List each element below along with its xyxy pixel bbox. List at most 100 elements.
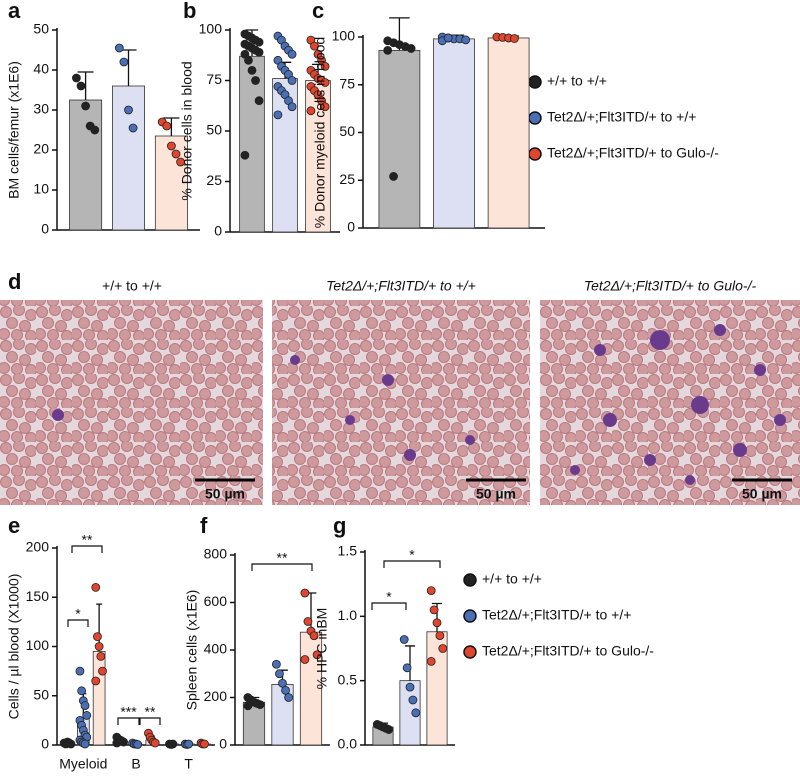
significance-bracket bbox=[383, 560, 441, 568]
data-point bbox=[461, 35, 471, 45]
data-point bbox=[184, 739, 194, 749]
y-tick-label: 75 bbox=[339, 75, 355, 91]
data-point bbox=[384, 725, 394, 734]
data-point bbox=[429, 605, 439, 615]
y-tick-label: 0 bbox=[41, 736, 49, 752]
significance-bracket bbox=[371, 602, 407, 610]
data-point bbox=[320, 102, 330, 112]
panel-letter: f bbox=[200, 513, 208, 538]
legend-marker bbox=[528, 147, 542, 161]
scale-bar-label: 50 µm bbox=[205, 486, 245, 502]
data-point bbox=[273, 110, 283, 120]
legend-label: +/+ to +/+ bbox=[547, 73, 607, 89]
data-point bbox=[320, 78, 330, 87]
data-point bbox=[124, 105, 133, 115]
y-tick-label: 75 bbox=[206, 71, 222, 87]
scale-bar-label: 50 µm bbox=[742, 486, 782, 502]
data-point bbox=[383, 45, 393, 55]
y-tick-label: 50 bbox=[206, 122, 222, 138]
data-point bbox=[98, 666, 107, 676]
panel-letter: a bbox=[8, 0, 21, 23]
error-bar bbox=[77, 71, 94, 100]
y-tick-label: 100 bbox=[26, 637, 50, 653]
data-point bbox=[80, 739, 90, 749]
data-point bbox=[176, 157, 185, 167]
y-tick-label: 100 bbox=[199, 21, 223, 37]
y-tick-label: 400 bbox=[204, 641, 228, 657]
data-point bbox=[254, 37, 264, 47]
data-point bbox=[162, 121, 172, 131]
legend-label: Tet2Δ/+;Flt3ITD/+ to Gulo-/- bbox=[482, 643, 654, 659]
data-point bbox=[405, 682, 415, 692]
micrograph-title: Tet2Δ/+;Flt3ITD/+ to Gulo-/- bbox=[584, 278, 757, 294]
data-point bbox=[91, 583, 101, 592]
data-point bbox=[254, 96, 264, 106]
data-point bbox=[438, 644, 448, 653]
data-point bbox=[81, 101, 90, 111]
y-axis-label: BM cells/femur (x1E6) bbox=[6, 61, 22, 199]
y-tick-label: 25 bbox=[339, 171, 355, 187]
significance-label: * bbox=[409, 547, 415, 563]
data-point bbox=[275, 669, 284, 679]
data-point bbox=[312, 650, 322, 660]
data-point bbox=[75, 666, 85, 676]
panel-letter: e bbox=[8, 513, 20, 538]
y-tick-label: 30 bbox=[33, 101, 49, 117]
bar bbox=[433, 38, 475, 229]
data-point bbox=[240, 150, 250, 160]
data-point bbox=[255, 700, 265, 710]
x-tick-label: Myeloid bbox=[59, 756, 107, 772]
data-point bbox=[96, 651, 106, 661]
error-bar bbox=[404, 645, 416, 681]
panel-letter: b bbox=[183, 0, 196, 23]
y-tick-label: 200 bbox=[26, 539, 50, 555]
data-point bbox=[287, 76, 297, 85]
y-tick-label: 25 bbox=[206, 172, 222, 188]
y-tick-label: 800 bbox=[204, 546, 228, 562]
bar bbox=[69, 99, 103, 231]
data-point bbox=[114, 43, 124, 53]
data-point bbox=[254, 47, 264, 57]
data-point bbox=[411, 708, 421, 718]
data-point bbox=[93, 632, 102, 642]
y-tick-label: 20 bbox=[33, 141, 49, 157]
data-point bbox=[426, 656, 436, 666]
significance-bracket bbox=[251, 563, 313, 571]
y-tick-label: 0 bbox=[219, 736, 227, 752]
data-point bbox=[510, 34, 519, 43]
y-axis-label: % Donor myeloid cells in blood bbox=[312, 37, 328, 228]
data-point bbox=[306, 106, 316, 116]
data-point bbox=[309, 631, 319, 641]
bar bbox=[239, 55, 265, 233]
y-axis-label: % Donor cells in blood bbox=[179, 61, 195, 200]
significance-label: *** bbox=[120, 704, 137, 720]
y-axis-label: Cells / µl blood (X1000) bbox=[6, 574, 22, 720]
legend-marker bbox=[463, 609, 477, 623]
data-point bbox=[77, 686, 87, 696]
data-point bbox=[271, 659, 281, 669]
data-point bbox=[284, 693, 294, 702]
y-tick-label: 200 bbox=[204, 688, 228, 704]
legend-label: +/+ to +/+ bbox=[482, 571, 542, 587]
y-axis-label: % HPC inBM bbox=[314, 608, 330, 690]
y-axis-label: Spleen cells (x1E6) bbox=[184, 590, 200, 711]
data-point bbox=[119, 57, 129, 67]
legend-label: Tet2Δ/+;Flt3ITD/+ to +/+ bbox=[547, 109, 696, 125]
micrographs bbox=[0, 300, 800, 505]
y-tick-label: 50 bbox=[33, 686, 49, 702]
y-tick-label: 1.5 bbox=[338, 543, 358, 559]
y-tick-label: 50 bbox=[33, 21, 49, 37]
legend-marker bbox=[528, 75, 542, 89]
data-point bbox=[406, 44, 416, 53]
data-point bbox=[303, 617, 313, 626]
data-point bbox=[310, 41, 319, 51]
data-point bbox=[244, 55, 253, 65]
legend-label: Tet2Δ/+;Flt3ITD/+ to +/+ bbox=[482, 607, 631, 623]
data-point bbox=[171, 149, 181, 159]
micrograph-title: +/+ to +/+ bbox=[102, 278, 162, 294]
data-point bbox=[168, 739, 178, 749]
data-point bbox=[443, 33, 453, 43]
data-point bbox=[300, 655, 310, 664]
significance-label: ** bbox=[82, 532, 93, 548]
